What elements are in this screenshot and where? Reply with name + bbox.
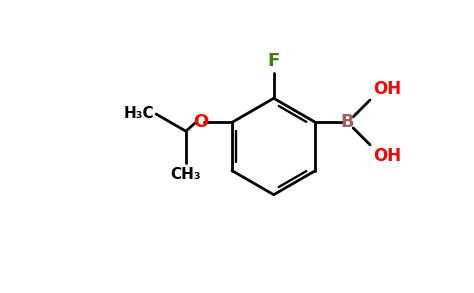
- Text: H₃C: H₃C: [123, 105, 154, 121]
- Text: B: B: [340, 113, 354, 131]
- Text: F: F: [268, 52, 280, 70]
- Text: OH: OH: [373, 80, 401, 98]
- Text: O: O: [193, 113, 209, 131]
- Text: OH: OH: [373, 146, 401, 165]
- Text: CH₃: CH₃: [171, 167, 201, 182]
